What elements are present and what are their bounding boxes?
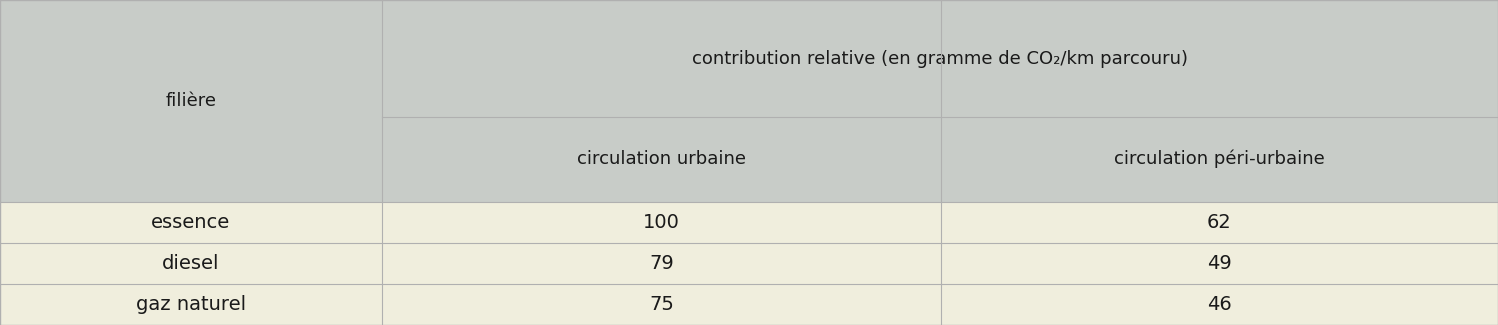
Text: 62: 62	[1207, 213, 1231, 232]
Text: essence: essence	[151, 213, 231, 232]
Text: 46: 46	[1207, 295, 1231, 314]
Text: circulation péri-urbaine: circulation péri-urbaine	[1115, 150, 1324, 168]
Text: contribution relative (en gramme de CO₂/km parcouru): contribution relative (en gramme de CO₂/…	[692, 49, 1188, 68]
Text: gaz naturel: gaz naturel	[136, 295, 246, 314]
Bar	[382, 117, 1498, 202]
Bar	[0, 243, 1498, 284]
Bar	[0, 202, 1498, 243]
Text: 49: 49	[1207, 254, 1231, 273]
Text: diesel: diesel	[162, 254, 220, 273]
Bar	[0, 284, 1498, 325]
Text: 100: 100	[643, 213, 680, 232]
Text: 79: 79	[649, 254, 674, 273]
Text: filière: filière	[165, 92, 217, 110]
Bar	[0, 0, 382, 202]
Bar	[382, 0, 1498, 117]
Text: 75: 75	[649, 295, 674, 314]
Text: circulation urbaine: circulation urbaine	[577, 150, 746, 168]
